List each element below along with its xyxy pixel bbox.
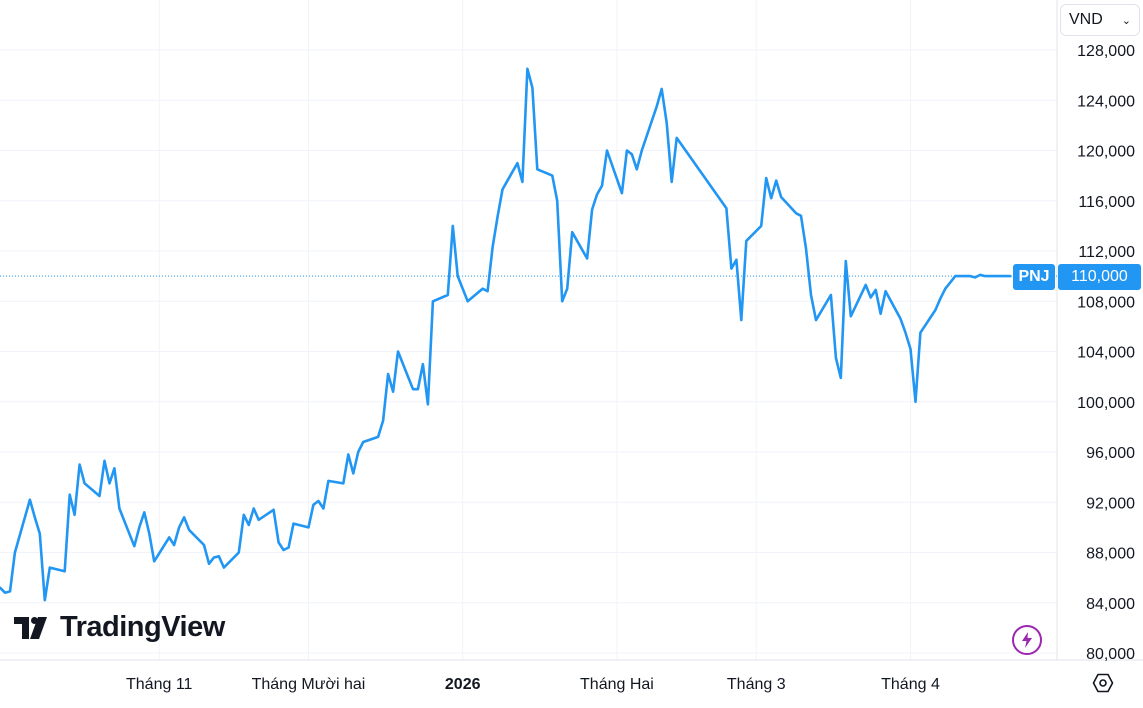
time-axis[interactable]: Tháng 11 Tháng Mười hai 2026 Tháng Hai Tháng… bbox=[126, 676, 940, 693]
series-line-pnj bbox=[0, 67, 1012, 602]
lightning-button[interactable] bbox=[1012, 625, 1042, 655]
currency-value: VND bbox=[1069, 11, 1103, 28]
y-tick-label: 88,000 bbox=[1086, 546, 1135, 563]
y-tick-label: 92,000 bbox=[1086, 495, 1135, 512]
x-tick-label: Tháng 11 bbox=[126, 676, 193, 693]
x-tick-label: Tháng 4 bbox=[881, 676, 940, 693]
y-tick-label: 108,000 bbox=[1077, 294, 1135, 311]
y-tick-label: 96,000 bbox=[1086, 445, 1135, 462]
y-tick-label: 116,000 bbox=[1078, 194, 1135, 211]
x-tick-label: Tháng Mười hai bbox=[252, 676, 366, 693]
price-axis[interactable]: 80,000 84,000 88,000 92,000 96,000 100,000 104… bbox=[1077, 43, 1135, 663]
x-tick-label: Tháng 3 bbox=[727, 676, 786, 693]
x-tick-label: 2026 bbox=[445, 676, 481, 693]
grid-lines bbox=[0, 0, 1057, 660]
y-tick-label: 128,000 bbox=[1077, 43, 1135, 60]
y-tick-label: 100,000 bbox=[1077, 395, 1135, 412]
y-tick-label: 104,000 bbox=[1077, 345, 1135, 362]
settings-button[interactable] bbox=[1090, 670, 1116, 696]
tradingview-logo[interactable]: TradingView bbox=[14, 611, 225, 644]
y-tick-label: 80,000 bbox=[1086, 646, 1135, 663]
tradingview-logo-icon bbox=[14, 616, 47, 639]
y-tick-label: 112,000 bbox=[1078, 244, 1135, 261]
y-tick-label: 124,000 bbox=[1077, 93, 1135, 110]
chevron-down-icon: ⌄ bbox=[1121, 14, 1131, 27]
lightning-icon bbox=[1022, 632, 1032, 648]
last-price-label: 110,000 bbox=[1058, 264, 1141, 290]
y-tick-label: 120,000 bbox=[1077, 144, 1135, 161]
y-tick-label: 84,000 bbox=[1086, 596, 1135, 613]
series-name-label: PNJ bbox=[1013, 264, 1055, 290]
x-tick-label: Tháng Hai bbox=[580, 676, 654, 693]
currency-select[interactable]: VND ⌄ bbox=[1060, 4, 1140, 36]
gear-icon bbox=[1092, 673, 1114, 693]
tradingview-logo-text: TradingView bbox=[60, 611, 225, 643]
